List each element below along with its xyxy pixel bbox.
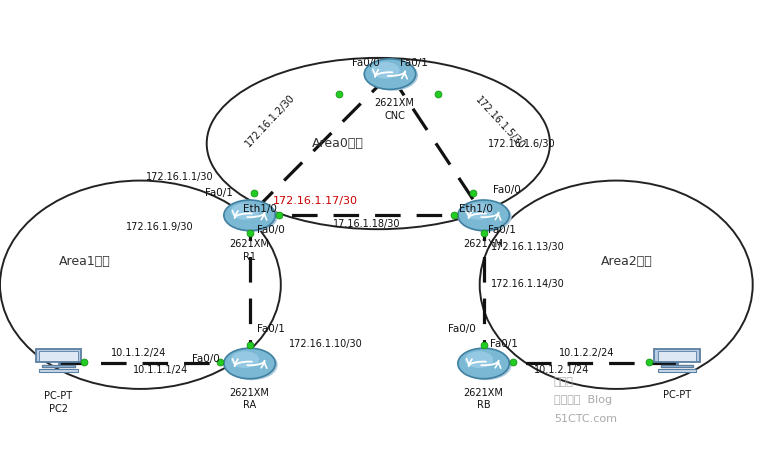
Circle shape: [371, 62, 399, 79]
Text: 2621XM
CNC: 2621XM CNC: [374, 98, 415, 120]
Circle shape: [228, 202, 276, 231]
Circle shape: [460, 201, 512, 232]
Text: Fa0/1: Fa0/1: [257, 324, 285, 334]
Circle shape: [229, 203, 275, 230]
Text: 2621XM
RA: 2621XM RA: [229, 388, 270, 410]
Circle shape: [224, 200, 275, 231]
Text: Area2区域: Area2区域: [601, 255, 652, 268]
Text: Area1区域: Area1区域: [58, 255, 110, 268]
Text: Fa0/0: Fa0/0: [257, 225, 285, 235]
Text: Fa0/0: Fa0/0: [448, 324, 476, 334]
Circle shape: [226, 350, 278, 380]
Text: 2621XM
R1: 2621XM R1: [229, 239, 270, 262]
Text: 技术博客  Blog: 技术博客 Blog: [554, 395, 612, 405]
Text: 51CTC.com: 51CTC.com: [554, 413, 617, 424]
Text: Fa0/1: Fa0/1: [204, 188, 232, 198]
FancyBboxPatch shape: [661, 365, 693, 367]
Text: Fa0/0: Fa0/0: [352, 57, 380, 68]
Text: Fa0/1: Fa0/1: [490, 338, 518, 349]
Text: 172.16.1.6/30: 172.16.1.6/30: [488, 138, 556, 149]
Circle shape: [224, 348, 275, 379]
Text: 10.1.2.1/24: 10.1.2.1/24: [534, 365, 589, 375]
Text: 2621XM
RB: 2621XM RB: [463, 388, 504, 410]
Text: Fa0/0: Fa0/0: [192, 354, 220, 364]
Text: Eth1/0: Eth1/0: [459, 204, 492, 214]
FancyBboxPatch shape: [39, 350, 78, 361]
Circle shape: [460, 350, 512, 380]
Text: PC-PT
PC2: PC-PT PC2: [44, 391, 73, 413]
Circle shape: [463, 203, 509, 230]
FancyBboxPatch shape: [654, 349, 700, 362]
FancyBboxPatch shape: [658, 369, 697, 372]
Circle shape: [229, 351, 275, 378]
Text: 10.1.2.2/24: 10.1.2.2/24: [558, 348, 615, 358]
Text: PC-PT: PC-PT: [663, 390, 691, 400]
Circle shape: [364, 59, 416, 89]
Circle shape: [462, 350, 510, 379]
Circle shape: [370, 62, 415, 89]
Text: 10.1.1.2/24: 10.1.1.2/24: [112, 348, 166, 358]
Circle shape: [368, 61, 417, 90]
Text: 172.16.1.17/30: 172.16.1.17/30: [273, 196, 358, 206]
Text: 17.16.1.18/30: 17.16.1.18/30: [333, 219, 400, 229]
Text: 172.16.1.5/30: 172.16.1.5/30: [473, 95, 527, 151]
Text: Fa0/1: Fa0/1: [400, 57, 428, 68]
Text: 172.16.1.14/30: 172.16.1.14/30: [491, 279, 566, 289]
Circle shape: [226, 201, 278, 232]
Text: Eth1/0: Eth1/0: [243, 204, 277, 214]
FancyBboxPatch shape: [658, 350, 697, 361]
Text: 172.16.1.13/30: 172.16.1.13/30: [491, 242, 566, 252]
Circle shape: [463, 351, 509, 378]
Circle shape: [462, 202, 510, 231]
Circle shape: [231, 351, 259, 368]
Text: 亿速云: 亿速云: [554, 376, 573, 387]
Text: 172.16.1.2/30: 172.16.1.2/30: [243, 93, 297, 149]
Text: Area0区域: Area0区域: [312, 137, 364, 150]
Circle shape: [465, 203, 493, 220]
Text: 172.16.1.1/30: 172.16.1.1/30: [146, 172, 214, 182]
FancyBboxPatch shape: [39, 369, 78, 372]
Circle shape: [231, 203, 259, 220]
Circle shape: [367, 60, 418, 91]
Text: Fa0/0: Fa0/0: [493, 185, 521, 195]
Circle shape: [458, 348, 509, 379]
Circle shape: [465, 351, 493, 368]
Circle shape: [458, 200, 509, 231]
Text: 2621XM: 2621XM: [463, 239, 504, 250]
Text: 172.16.1.10/30: 172.16.1.10/30: [289, 338, 363, 349]
Text: 10.1.1.1/24: 10.1.1.1/24: [133, 365, 188, 375]
Text: Fa0/1: Fa0/1: [488, 225, 516, 235]
Text: 172.16.1.9/30: 172.16.1.9/30: [126, 222, 193, 232]
FancyBboxPatch shape: [36, 349, 81, 362]
FancyBboxPatch shape: [42, 365, 75, 367]
Circle shape: [228, 350, 276, 379]
